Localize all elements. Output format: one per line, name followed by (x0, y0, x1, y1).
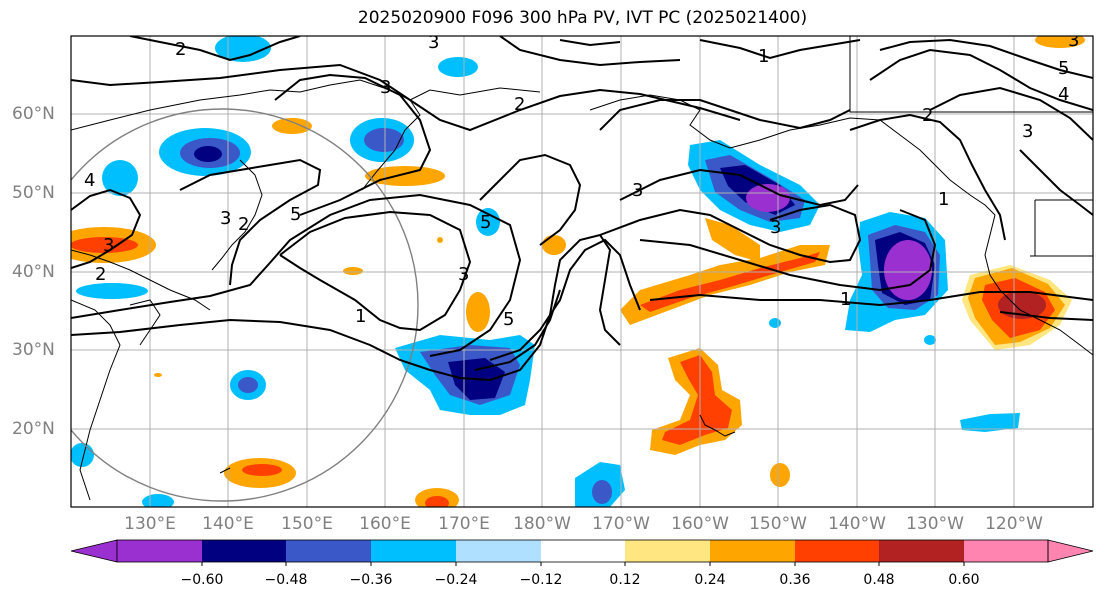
colorbar (70, 539, 1094, 566)
contour-label: 3 (380, 77, 391, 98)
contour-label: 3 (1022, 121, 1033, 142)
lon-label: 130°E (124, 514, 176, 534)
contour-label: 3 (458, 264, 469, 285)
contour-label: 5 (290, 204, 301, 225)
contour-label: 4 (1058, 84, 1069, 105)
colorbar-tick-label: 0.48 (863, 572, 895, 588)
colorbar-tick-label: −0.48 (264, 572, 308, 588)
lon-label: 160°W (671, 514, 729, 534)
lon-label: 140°W (828, 514, 886, 534)
lat-label: 60°N (12, 104, 55, 124)
lon-label: 150°E (281, 514, 333, 534)
colorbar-segment (625, 540, 710, 562)
colorbar-segment (964, 540, 1048, 562)
colorbar-segment (286, 540, 371, 562)
colorbar-segment (456, 540, 541, 562)
lat-label: 30°N (12, 340, 55, 360)
colorbar-segment (710, 540, 795, 562)
contour-label: 3 (632, 180, 643, 201)
map-plot-area: 2 3 2 1 5 2 3 4 3 5 3 5 1 3 3 2 2 3 1 3 … (71, 30, 1093, 507)
lon-label: 150°W (749, 514, 807, 534)
colorbar-low-extend (70, 539, 118, 563)
lat-label: 50°N (12, 183, 55, 203)
lon-label: 160°E (359, 514, 411, 534)
contour-label: 2 (514, 94, 525, 115)
contour-label: 3 (770, 217, 781, 238)
contour-label: 2 (175, 39, 186, 60)
colorbar-high-extend (1047, 539, 1094, 563)
contour-label: 3 (428, 32, 439, 53)
colorbar-segment (879, 540, 964, 562)
colorbar-segment (795, 540, 879, 562)
lat-label: 40°N (12, 262, 55, 282)
contour-label: 1 (840, 289, 851, 310)
graticule (71, 36, 1093, 507)
contour-label: 2 (95, 264, 106, 285)
reference-circle (71, 108, 419, 502)
contour-label: 3 (220, 208, 231, 229)
contour-label: 3 (1068, 30, 1079, 51)
colorbar-tick-label: −0.24 (434, 572, 478, 588)
map-title: 2025020900 F096 300 hPa PV, IVT PC (2025… (357, 8, 808, 28)
contour-labels: 2 3 2 1 5 2 3 4 3 5 3 5 1 3 3 2 2 3 1 3 … (84, 30, 1079, 330)
colorbar-tick-label: −0.60 (180, 572, 224, 588)
contour-label: 5 (1058, 58, 1069, 79)
contour-label: 5 (503, 309, 514, 330)
contour-label: 3 (103, 235, 114, 256)
colorbar-segment (371, 540, 456, 562)
contour-label: 2 (922, 105, 933, 126)
lon-label: 180°W (513, 514, 571, 534)
contour-label: 1 (355, 306, 366, 327)
colorbar-tick-label: 0.60 (948, 572, 980, 588)
contour-label: 5 (480, 212, 491, 233)
colorbar-tick-label: −0.36 (349, 572, 393, 588)
colorbar-tick-label: 0.24 (694, 572, 726, 588)
lon-label: 120°W (985, 514, 1043, 534)
negative-anomaly-shading (71, 36, 1020, 507)
lon-label: 130°W (906, 514, 964, 534)
colorbar-segment (202, 540, 286, 562)
contour-label: 1 (938, 189, 949, 210)
contour-label: 2 (238, 214, 249, 235)
lat-label: 20°N (12, 419, 55, 439)
lon-label: 170°W (592, 514, 650, 534)
map-frame (70, 35, 1094, 508)
colorbar-segment (541, 540, 625, 562)
colorbar-tick-label: −0.12 (519, 572, 563, 588)
pv-contours (71, 36, 1093, 382)
lon-label: 170°E (438, 514, 490, 534)
contour-label: 4 (84, 170, 95, 191)
lon-label: 140°E (202, 514, 254, 534)
contour-label: 1 (758, 46, 769, 67)
colorbar-tick-label: 0.12 (609, 572, 641, 588)
colorbar-tick-label: 0.36 (779, 572, 811, 588)
coastlines (71, 36, 1093, 501)
colorbar-segment (117, 540, 202, 562)
